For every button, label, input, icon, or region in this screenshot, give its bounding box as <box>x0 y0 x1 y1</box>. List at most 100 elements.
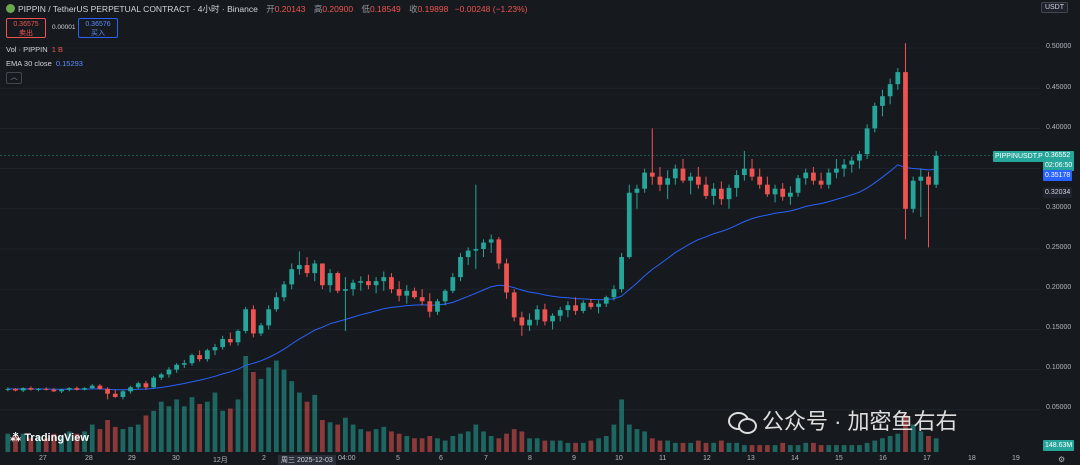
volume-bar <box>626 424 632 452</box>
candle-body <box>250 309 256 334</box>
candle-body <box>74 388 80 390</box>
volume-bar <box>358 429 364 452</box>
volume-bar <box>565 442 571 452</box>
volume-indicator-legend[interactable]: Vol · PIPPIN 1 B <box>6 45 63 54</box>
volume-bar <box>542 440 548 452</box>
candle-body <box>458 257 463 278</box>
x-tick: 19 <box>1012 455 1020 462</box>
settings-gear-icon[interactable]: ⚙ <box>1058 455 1066 464</box>
volume-bar <box>788 445 793 452</box>
candle-body <box>28 388 34 390</box>
volume-bar <box>481 431 486 452</box>
currency-selector[interactable]: USDT <box>1040 2 1068 13</box>
volume-bar <box>435 438 440 452</box>
volume-bar <box>250 372 256 452</box>
candle-body <box>366 281 371 286</box>
candle-body <box>903 72 908 209</box>
close-value: 0.19898 <box>417 4 449 14</box>
candle-body <box>174 364 180 370</box>
volume-bar <box>343 417 348 452</box>
candle-body <box>895 72 901 85</box>
open-value: 0.20143 <box>274 4 306 14</box>
volume-bar <box>51 433 57 452</box>
x-tick: 17 <box>923 455 931 462</box>
volume-bar <box>465 431 471 452</box>
volume-bar <box>826 445 832 452</box>
candle-body <box>550 315 555 322</box>
volume-bar <box>166 406 172 452</box>
candle-body <box>718 188 724 200</box>
volume-bar <box>235 399 241 452</box>
y-tick: 0.45000 <box>1046 84 1072 91</box>
volume-bar <box>933 438 939 452</box>
last-price: 0.36552 <box>1045 152 1071 159</box>
last-price-tag: 0.36552 02:06:50 <box>1043 151 1075 171</box>
brand-name: TradingView <box>24 432 89 444</box>
high-value: 0.20900 <box>322 4 354 14</box>
candle-body <box>396 289 402 296</box>
y-tick: 0.20000 <box>1046 284 1072 291</box>
ema-indicator-legend[interactable]: EMA 30 close 0.15293 <box>6 59 83 68</box>
candle-body <box>527 319 532 326</box>
volume-bar <box>764 445 770 452</box>
candle-body <box>450 277 456 291</box>
candle-body <box>726 187 732 200</box>
volume-bar <box>688 442 694 452</box>
wechat-watermark: 公众号 · 加密鱼右右 <box>728 404 958 436</box>
volume-bar <box>82 431 87 452</box>
buy-button[interactable]: 0.36576 买入 <box>78 18 118 38</box>
volume-bar <box>926 436 931 452</box>
volume-indicator-label: Vol · PIPPIN <box>6 45 48 54</box>
candle-body <box>220 339 226 348</box>
volume-bar <box>43 438 49 452</box>
y-tick: 0.05000 <box>1046 404 1072 411</box>
volume-bar <box>120 429 126 452</box>
volume-bar <box>734 442 740 452</box>
sell-button[interactable]: 0.36575 卖出 <box>6 18 46 38</box>
candle-body <box>665 178 671 185</box>
candle-body <box>642 172 648 189</box>
x-tick: 30 <box>172 455 180 462</box>
volume-bar <box>657 440 663 452</box>
volume-bar <box>918 431 924 452</box>
candle-body <box>320 263 325 286</box>
candle-body <box>788 192 793 197</box>
candle-body <box>442 290 448 302</box>
x-tick: 16 <box>879 455 887 462</box>
volume-bar <box>473 424 479 452</box>
candle-body <box>43 388 49 390</box>
candle-body <box>312 263 318 274</box>
chevron-up-icon[interactable]: ︿ <box>6 72 22 84</box>
volume-bar <box>818 445 824 452</box>
volume-bar <box>573 442 578 452</box>
volume-bar <box>327 422 333 452</box>
volume-bar <box>642 431 648 452</box>
candle-body <box>166 369 172 375</box>
candle-body <box>197 355 203 360</box>
volume-bar <box>335 424 341 452</box>
candle-body <box>235 331 241 343</box>
candle-body <box>389 277 394 290</box>
volume-bar <box>550 440 555 452</box>
candle-body <box>212 347 218 351</box>
candle-body <box>128 387 133 392</box>
candle-body <box>181 363 187 365</box>
candle-body <box>926 176 931 185</box>
candle-body <box>880 96 885 106</box>
candle-body <box>435 301 440 312</box>
x-tick: 5 <box>396 455 400 462</box>
volume-bar <box>289 381 295 452</box>
countdown: 02:06:50 <box>1045 162 1073 169</box>
candle-body <box>381 277 387 282</box>
candle-body <box>680 168 686 181</box>
volume-bar <box>496 438 502 452</box>
candle-body <box>151 377 156 388</box>
volume-bar <box>488 436 494 452</box>
volume-bar <box>841 445 847 452</box>
volume-bar <box>158 401 164 452</box>
volume-bar <box>227 408 233 452</box>
volume-bar <box>389 431 394 452</box>
x-tick: 2 <box>262 455 266 462</box>
candle-body <box>350 282 356 290</box>
